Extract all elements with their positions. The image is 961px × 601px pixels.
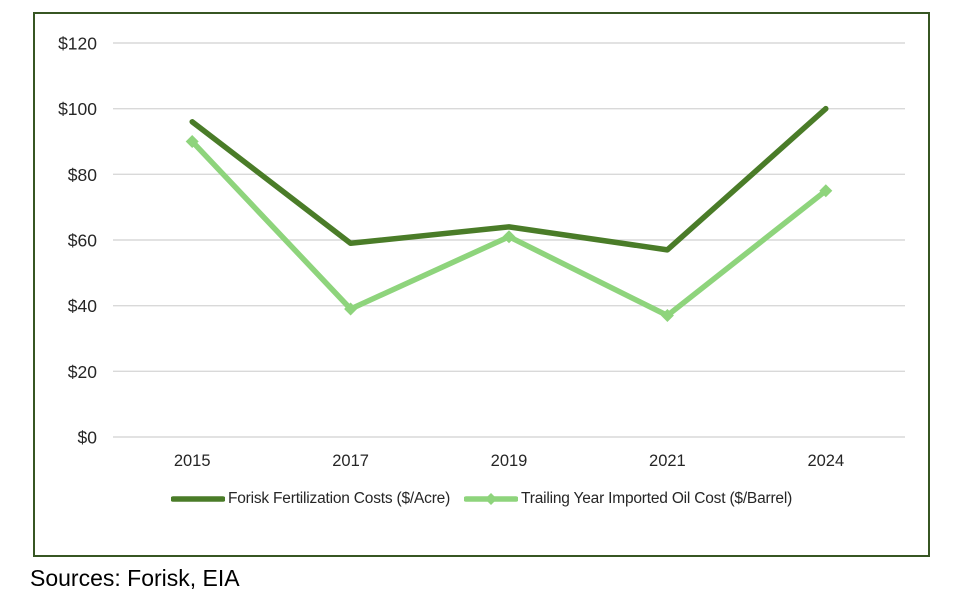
diamond-marker [502,230,516,244]
legend-line-swatch-dark-green [170,496,225,502]
legend-label-fertilization-costs: Forisk Fertilization Costs ($/Acre) [227,490,451,507]
y-axis-tick-label: $40 [68,296,97,316]
x-axis-tick-label: 2017 [332,452,369,470]
diamond-marker [344,302,358,316]
chart-legend: Forisk Fertilization Costs ($/Acre) Trai… [35,490,928,508]
y-axis-tick-label: $100 [58,99,97,119]
y-axis-tick-label: $120 [58,34,97,54]
y-axis-tick-label: $0 [78,428,98,448]
line-chart-plot-area: $0 $20 $40 $60 $80 $100 $120 2015 2017 2019 2021 20… [58,34,905,470]
sources-caption: Sources: Forisk, EIA [30,565,240,591]
x-axis-tick-label: 2024 [807,452,844,470]
series-line-0 [189,105,829,253]
x-axis-tick-label: 2019 [491,452,528,470]
diamond-marker [819,184,833,198]
chart-figure: $0 $20 $40 $60 $80 $100 $120 2015 2017 2019 2021 20… [33,12,930,557]
diamond-marker [185,135,199,148]
legend-item-fertilization-costs: Forisk Fertilization Costs ($/Acre) [170,490,451,508]
y-axis-tick-label: $60 [68,231,97,251]
legend-line-swatch-light-green-diamond [464,493,519,505]
y-axis-tick-label: $80 [68,165,97,185]
legend-label-oil-cost: Trailing Year Imported Oil Cost ($/Barre… [521,490,793,507]
legend-item-oil-cost: Trailing Year Imported Oil Cost ($/Barre… [464,490,792,508]
x-axis-tick-label: 2015 [174,452,211,470]
x-axis-tick-label: 2021 [649,452,686,470]
diamond-marker [660,309,674,323]
y-axis-tick-label: $20 [68,362,97,382]
